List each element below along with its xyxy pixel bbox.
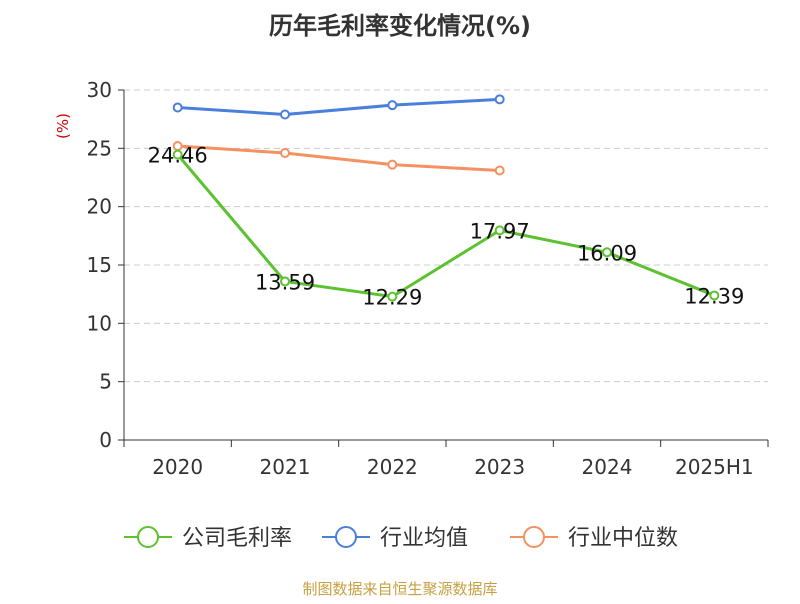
data-label: 16.09 — [577, 241, 637, 265]
legend: 公司毛利率 行业均值 行业中位数 — [124, 526, 678, 551]
axis-layer: 0 5 10 15 20 25 30 2020 2021 2022 2023 2024 2025H1 — [87, 78, 769, 479]
data-label: 13.59 — [255, 270, 315, 294]
y-tick-label: 0 — [99, 428, 112, 452]
series-line — [176, 153, 715, 299]
y-tick-label: 5 — [99, 370, 112, 394]
legend-label: 行业均值 — [380, 526, 468, 551]
x-tick-label: 2022 — [367, 455, 418, 479]
legend-item[interactable]: 行业均值 — [322, 526, 468, 551]
legend-marker-icon — [523, 526, 545, 548]
legend-label: 行业中位数 — [568, 526, 678, 551]
source-note: 制图数据来自恒生聚源数据库 — [302, 580, 497, 598]
data-point — [280, 276, 290, 287]
legend-item[interactable]: 公司毛利率 — [124, 526, 292, 551]
chart-title: 历年毛利率变化情况(%) — [269, 12, 531, 40]
data-point — [494, 94, 505, 105]
grid-layer — [124, 89, 768, 383]
legend-label: 公司毛利率 — [182, 526, 292, 551]
data-point — [280, 148, 290, 158]
y-tick-label: 10 — [87, 311, 112, 335]
data-point — [280, 109, 290, 120]
legend-item[interactable]: 行业中位数 — [510, 526, 678, 551]
data-point — [172, 102, 183, 113]
data-point — [387, 159, 398, 170]
y-tick-label: 15 — [87, 253, 112, 277]
y-axis-label: (%) — [54, 113, 72, 139]
data-point — [494, 225, 505, 236]
series-line — [177, 97, 500, 116]
data-point — [387, 100, 398, 111]
series-layer — [172, 94, 720, 302]
x-tick-label: 2025H1 — [675, 455, 754, 479]
legend-marker-icon — [137, 526, 159, 548]
x-tick-label: 2020 — [152, 455, 203, 479]
data-label: 12.39 — [684, 284, 744, 308]
x-tick-label: 2023 — [474, 455, 525, 479]
series-line — [177, 144, 500, 172]
legend-marker-icon — [335, 526, 357, 548]
x-tick-label: 2024 — [582, 455, 633, 479]
data-label: 17.97 — [470, 219, 530, 243]
data-point — [709, 290, 720, 301]
data-point — [387, 291, 398, 302]
data-point — [172, 149, 183, 160]
data-label: 24.46 — [148, 144, 208, 168]
data-label-layer: 24.46 13.59 12.29 17.97 16.09 12.39 — [148, 144, 745, 310]
y-tick-label: 30 — [87, 78, 112, 102]
y-tick-label: 25 — [87, 136, 112, 160]
data-label: 12.29 — [362, 286, 422, 310]
data-point — [602, 247, 612, 258]
x-tick-label: 2021 — [260, 455, 311, 479]
y-tick-label: 20 — [87, 195, 112, 219]
data-point — [494, 165, 505, 176]
